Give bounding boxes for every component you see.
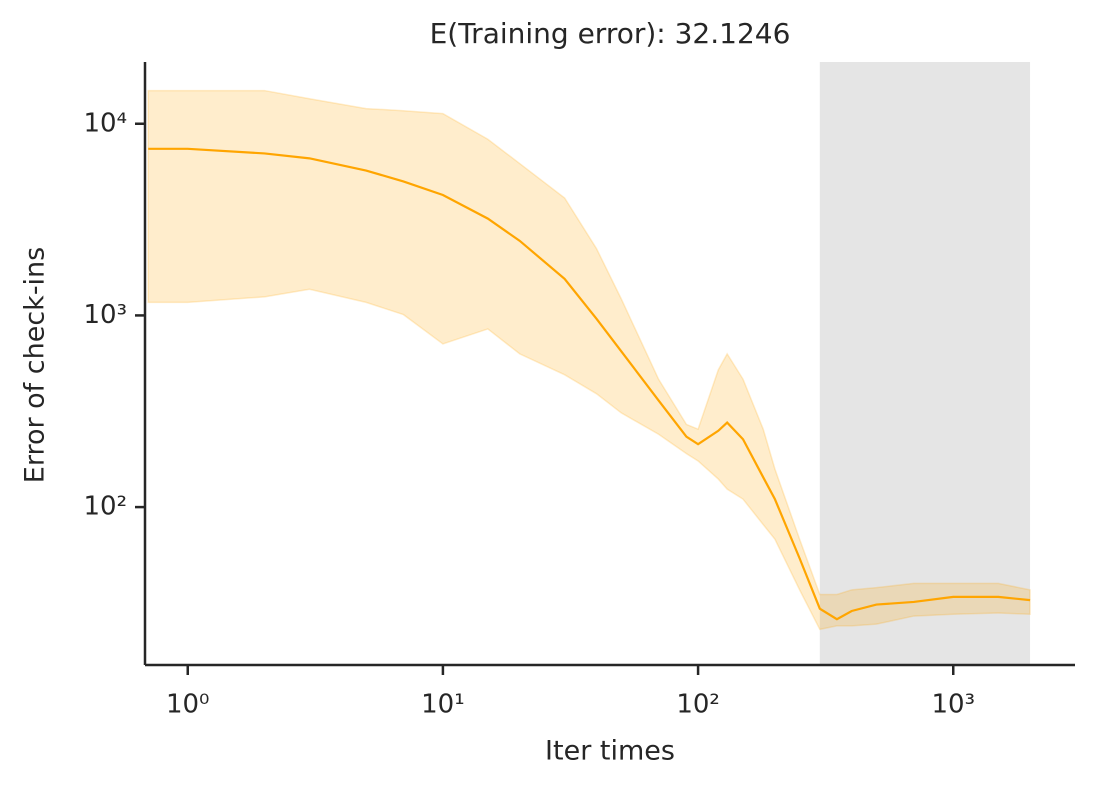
x-axis-label: Iter times [545,736,675,767]
y-tick-label: 10² [83,492,127,522]
x-tick-label: 10² [676,690,720,720]
y-tick-label: 10³ [83,300,127,330]
shaded-region [819,62,1031,665]
x-tick-label: 10¹ [421,690,465,720]
x-tick-label: 10⁰ [166,690,210,720]
confidence-band [147,89,1031,631]
chart-title: E(Training error): 32.1246 [430,17,791,50]
y-tick-label: 10⁴ [83,108,127,138]
line [148,147,1031,621]
y-axis-label: Error of check-ins [20,247,51,483]
x-tick-label: 10³ [931,690,975,720]
